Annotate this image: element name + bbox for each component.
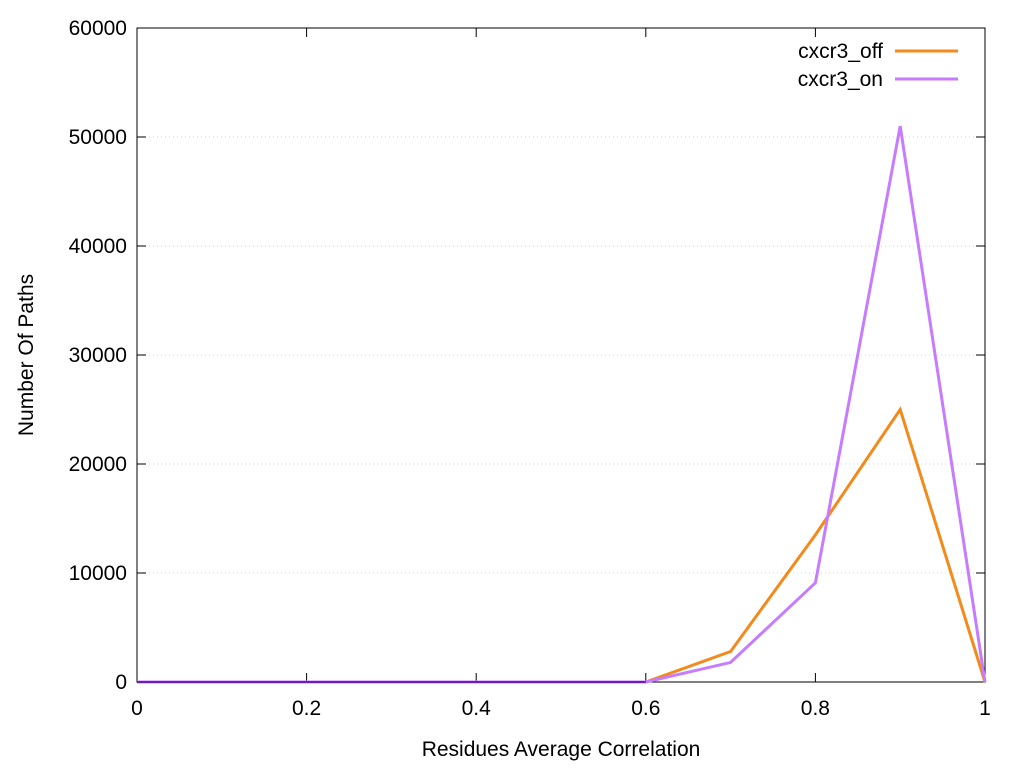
x-tick-label: 0.8 bbox=[801, 697, 830, 720]
y-tick-label: 30000 bbox=[69, 344, 127, 367]
x-tick-label: 0.6 bbox=[631, 697, 660, 720]
x-tick-label: 0 bbox=[131, 697, 143, 720]
series-line-cxcr3_on bbox=[137, 125, 987, 684]
series-line-cxcr3_off bbox=[137, 406, 987, 684]
series-lines bbox=[137, 125, 987, 684]
y-axis-title: Number Of Paths bbox=[15, 274, 38, 436]
axis-ticks: 0 10000 20000 30000 40000 50000 60000 0 0.2 0.4 0.… bbox=[69, 17, 991, 720]
legend: cxcr3_off cxcr3_on bbox=[798, 40, 958, 91]
y-tick-label: 0 bbox=[115, 671, 127, 694]
grid-lines bbox=[137, 136, 985, 574]
x-axis-title: Residues Average Correlation bbox=[422, 738, 701, 761]
y-tick-label: 50000 bbox=[69, 126, 127, 149]
y-tick-label: 20000 bbox=[69, 453, 127, 476]
y-tick-label: 40000 bbox=[69, 235, 127, 258]
x-tick-label: 0.4 bbox=[462, 697, 492, 720]
y-tick-label: 10000 bbox=[69, 562, 127, 585]
x-tick-label: 0.2 bbox=[292, 697, 321, 720]
legend-label-cxcr3_off: cxcr3_off bbox=[798, 40, 883, 63]
x-tick-label: 1 bbox=[979, 697, 991, 720]
y-tick-label: 60000 bbox=[69, 17, 127, 40]
legend-label-cxcr3_on: cxcr3_on bbox=[798, 68, 883, 91]
